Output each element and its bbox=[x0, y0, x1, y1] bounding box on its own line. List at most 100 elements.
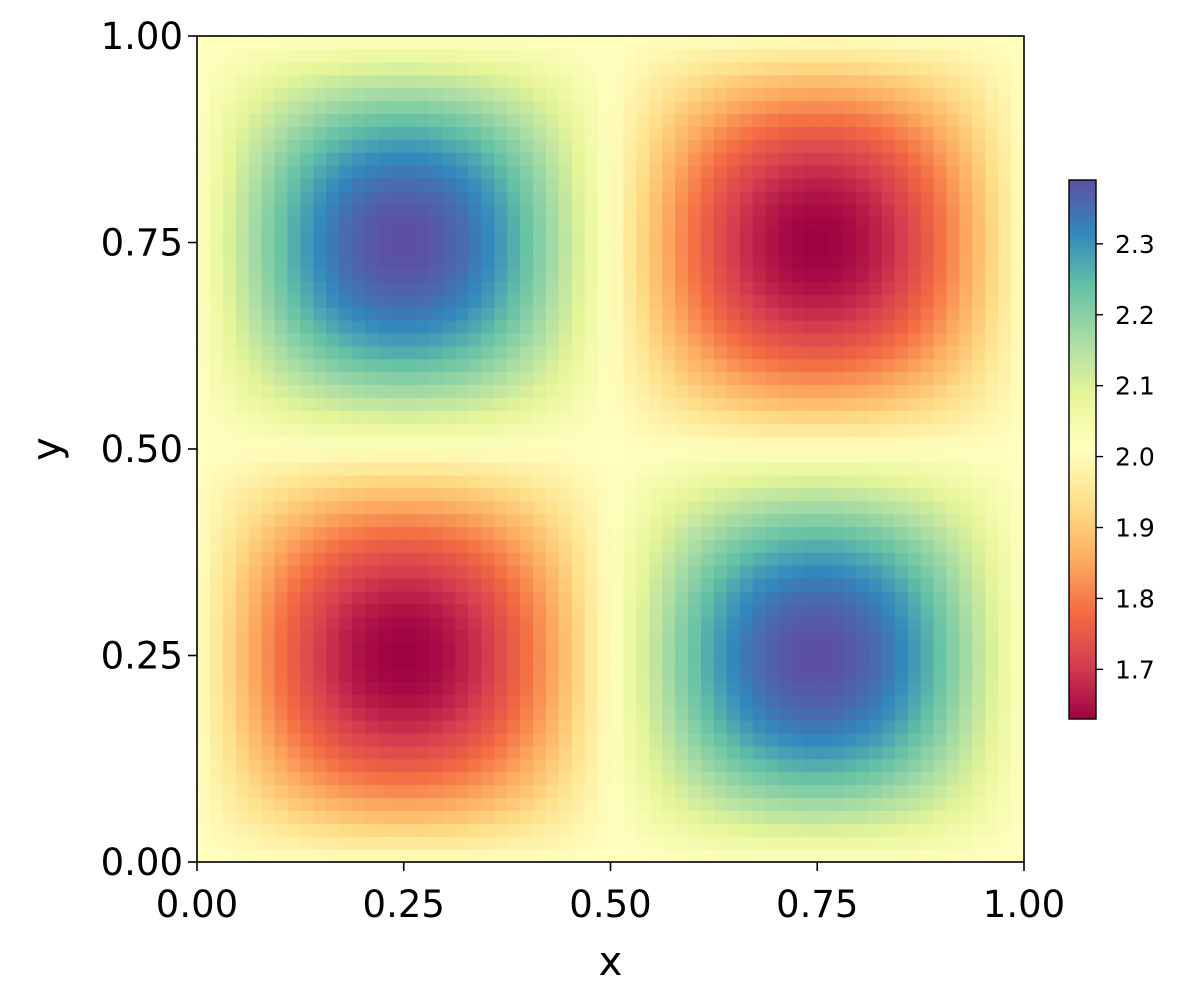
heatmap-cell bbox=[494, 578, 508, 592]
heatmap-cell bbox=[752, 358, 767, 373]
heatmap-cell bbox=[300, 48, 314, 63]
heatmap-cell bbox=[830, 397, 844, 411]
heatmap-cell bbox=[688, 126, 702, 140]
heatmap-cell bbox=[688, 681, 702, 695]
heatmap-cell bbox=[571, 36, 586, 50]
heatmap-cell bbox=[881, 603, 896, 618]
heatmap-cell bbox=[532, 242, 547, 257]
heatmap-cell bbox=[817, 126, 831, 140]
heatmap-cell bbox=[894, 216, 909, 231]
heatmap-cell bbox=[1011, 552, 1024, 566]
heatmap-cell bbox=[222, 849, 237, 862]
heatmap-cell bbox=[197, 642, 211, 657]
heatmap-cell bbox=[998, 758, 1012, 773]
heatmap-cell bbox=[739, 642, 754, 657]
heatmap-cell bbox=[287, 603, 301, 618]
heatmap-cell bbox=[261, 797, 276, 811]
heatmap-cell bbox=[235, 707, 250, 721]
heatmap-cell bbox=[933, 190, 948, 205]
heatmap-cell bbox=[390, 358, 405, 373]
heatmap-cell bbox=[700, 578, 715, 592]
heatmap-cell bbox=[985, 255, 999, 269]
heatmap-cell bbox=[688, 500, 702, 515]
heatmap-cell bbox=[352, 307, 366, 321]
heatmap-cell bbox=[959, 190, 973, 205]
heatmap-cell bbox=[364, 578, 379, 592]
heatmap-cell bbox=[377, 268, 392, 282]
heatmap-cell bbox=[739, 758, 754, 773]
heatmap-cell bbox=[377, 255, 392, 269]
heatmap-cell bbox=[843, 668, 857, 682]
heatmap-cell bbox=[636, 784, 650, 799]
heatmap-cell bbox=[507, 190, 521, 205]
heatmap-cell bbox=[339, 694, 353, 708]
heatmap-cell bbox=[545, 758, 560, 773]
heatmap-cell bbox=[584, 720, 599, 734]
heatmap-cell bbox=[222, 345, 237, 360]
heatmap-cell bbox=[830, 823, 844, 837]
heatmap-cell bbox=[623, 100, 637, 115]
heatmap-cell bbox=[261, 177, 276, 192]
heatmap-cell bbox=[856, 603, 870, 618]
heatmap-cell bbox=[468, 513, 482, 528]
heatmap-cell bbox=[403, 332, 418, 347]
heatmap-cell bbox=[455, 771, 469, 786]
heatmap-cell bbox=[403, 720, 418, 734]
heatmap-cell bbox=[713, 578, 728, 592]
heatmap-cell bbox=[455, 332, 469, 347]
heatmap-cell bbox=[597, 474, 612, 489]
heatmap-cell bbox=[998, 397, 1012, 411]
heatmap-cell bbox=[985, 242, 999, 257]
heatmap-cell bbox=[235, 616, 250, 631]
heatmap-cell bbox=[507, 461, 521, 476]
heatmap-cell bbox=[261, 732, 276, 747]
heatmap-cell bbox=[248, 216, 263, 231]
heatmap-cell bbox=[274, 74, 289, 89]
heatmap-cell bbox=[481, 732, 495, 747]
heatmap-cell bbox=[662, 397, 676, 411]
heatmap-cell bbox=[920, 177, 935, 192]
heatmap-cell bbox=[804, 242, 818, 257]
heatmap-cell bbox=[364, 655, 379, 670]
heatmap-cell bbox=[843, 255, 857, 269]
heatmap-cell bbox=[868, 319, 883, 334]
heatmap-cell bbox=[235, 255, 250, 269]
heatmap-cell bbox=[713, 397, 728, 411]
heatmap-cell bbox=[326, 423, 340, 437]
heatmap-cell bbox=[455, 268, 469, 282]
heatmap-cell bbox=[752, 139, 767, 153]
heatmap-cell bbox=[920, 526, 935, 540]
heatmap-cell bbox=[222, 836, 237, 850]
heatmap-cell bbox=[972, 784, 986, 799]
heatmap-cell bbox=[364, 642, 379, 657]
heatmap-cell bbox=[778, 229, 792, 244]
heatmap-cell bbox=[455, 190, 469, 205]
heatmap-cell bbox=[636, 629, 650, 644]
heatmap-cell bbox=[261, 371, 276, 386]
heatmap-cell bbox=[597, 397, 612, 411]
x-tick-label: 1.00 bbox=[983, 883, 1065, 926]
heatmap-cell bbox=[468, 61, 482, 76]
heatmap-cell bbox=[481, 190, 495, 205]
heatmap-cell bbox=[197, 410, 211, 424]
heatmap-cell bbox=[558, 655, 573, 670]
heatmap-cell bbox=[403, 61, 418, 76]
heatmap-cell bbox=[416, 758, 431, 773]
heatmap-cell bbox=[791, 87, 805, 102]
heatmap-cell bbox=[274, 732, 289, 747]
heatmap-cell bbox=[494, 849, 508, 862]
heatmap-cell bbox=[222, 552, 237, 566]
heatmap-cell bbox=[352, 784, 366, 799]
heatmap-cell bbox=[481, 307, 495, 321]
heatmap-cell bbox=[468, 152, 482, 166]
heatmap-cell bbox=[558, 332, 573, 347]
heatmap-cell bbox=[532, 371, 547, 386]
heatmap-cell bbox=[597, 500, 612, 515]
heatmap-cell bbox=[856, 500, 870, 515]
heatmap-cell bbox=[700, 436, 715, 450]
heatmap-cell bbox=[455, 720, 469, 734]
heatmap-cell bbox=[985, 371, 999, 386]
heatmap-cell bbox=[843, 810, 857, 824]
heatmap-cell bbox=[920, 384, 935, 398]
heatmap-cell bbox=[571, 629, 586, 644]
